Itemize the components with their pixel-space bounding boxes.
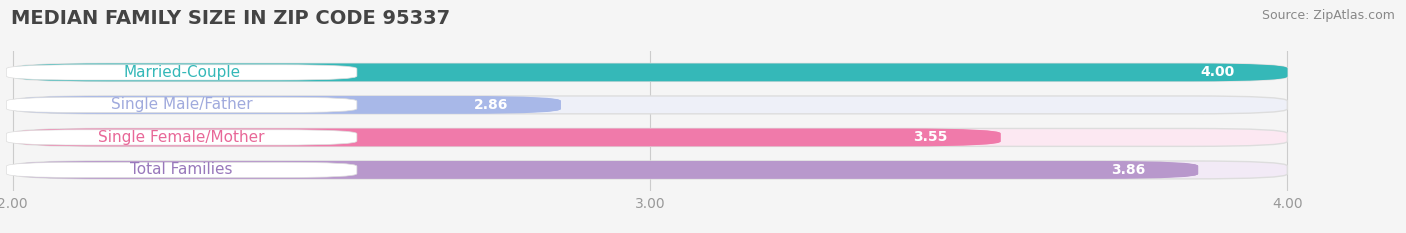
- FancyBboxPatch shape: [7, 162, 357, 178]
- Text: Married-Couple: Married-Couple: [124, 65, 240, 80]
- Text: MEDIAN FAMILY SIZE IN ZIP CODE 95337: MEDIAN FAMILY SIZE IN ZIP CODE 95337: [11, 9, 450, 28]
- FancyBboxPatch shape: [13, 96, 1288, 114]
- FancyBboxPatch shape: [13, 161, 1288, 179]
- Text: 4.00: 4.00: [1201, 65, 1234, 79]
- FancyBboxPatch shape: [13, 161, 1198, 179]
- FancyBboxPatch shape: [13, 63, 1288, 81]
- Text: Total Families: Total Families: [131, 162, 233, 177]
- FancyBboxPatch shape: [7, 65, 357, 80]
- FancyBboxPatch shape: [1147, 65, 1288, 80]
- FancyBboxPatch shape: [13, 128, 1001, 146]
- Text: 2.86: 2.86: [474, 98, 508, 112]
- FancyBboxPatch shape: [7, 130, 357, 145]
- FancyBboxPatch shape: [13, 96, 561, 114]
- FancyBboxPatch shape: [7, 97, 357, 113]
- FancyBboxPatch shape: [420, 97, 561, 113]
- Text: 3.86: 3.86: [1111, 163, 1144, 177]
- Text: Single Male/Father: Single Male/Father: [111, 97, 253, 112]
- FancyBboxPatch shape: [13, 128, 1288, 146]
- Text: 3.55: 3.55: [914, 130, 948, 144]
- FancyBboxPatch shape: [13, 63, 1288, 81]
- FancyBboxPatch shape: [1057, 162, 1198, 178]
- FancyBboxPatch shape: [860, 130, 1001, 145]
- Text: Single Female/Mother: Single Female/Mother: [98, 130, 264, 145]
- Text: Source: ZipAtlas.com: Source: ZipAtlas.com: [1261, 9, 1395, 22]
